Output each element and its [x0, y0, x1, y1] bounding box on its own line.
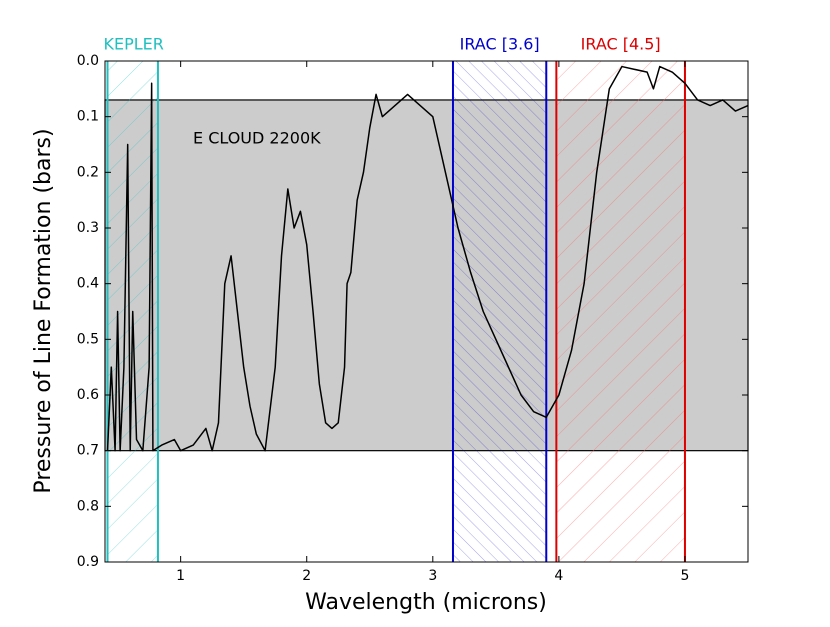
y-tick-label: 0.3 — [77, 220, 99, 236]
y-tick-label: 0.6 — [77, 387, 99, 403]
x-tick-label: 3 — [428, 568, 437, 584]
region-hatch — [452, 61, 547, 562]
y-tick-label: 0.8 — [77, 498, 99, 514]
region-label: IRAC [3.6] — [460, 35, 540, 54]
x-tick-label: 1 — [176, 568, 185, 584]
spectrum-line — [106, 65, 749, 452]
x-tick-label: 2 — [302, 568, 311, 584]
plot-frame — [104, 60, 749, 563]
y-axis-label: Pressure of Line Formation (bars) — [31, 128, 56, 493]
x-tick-label: 4 — [554, 568, 563, 584]
x-axis-label: Wavelength (microns) — [305, 590, 547, 615]
y-tick-label: 0.1 — [77, 109, 99, 125]
cloud-label: E CLOUD 2200K — [193, 129, 321, 148]
y-tick-label: 0.9 — [77, 554, 99, 570]
x-tick-label: 5 — [680, 568, 689, 584]
region-hatch — [556, 61, 685, 562]
y-tick-label: 0.5 — [77, 331, 99, 347]
y-tick-label: 0.0 — [77, 53, 99, 69]
region-label: IRAC [4.5] — [581, 35, 661, 54]
y-tick-label: 0.7 — [77, 443, 99, 459]
region-label: KEPLER — [104, 35, 164, 54]
y-tick-label: 0.2 — [77, 164, 99, 180]
y-tick-label: 0.4 — [77, 276, 99, 292]
